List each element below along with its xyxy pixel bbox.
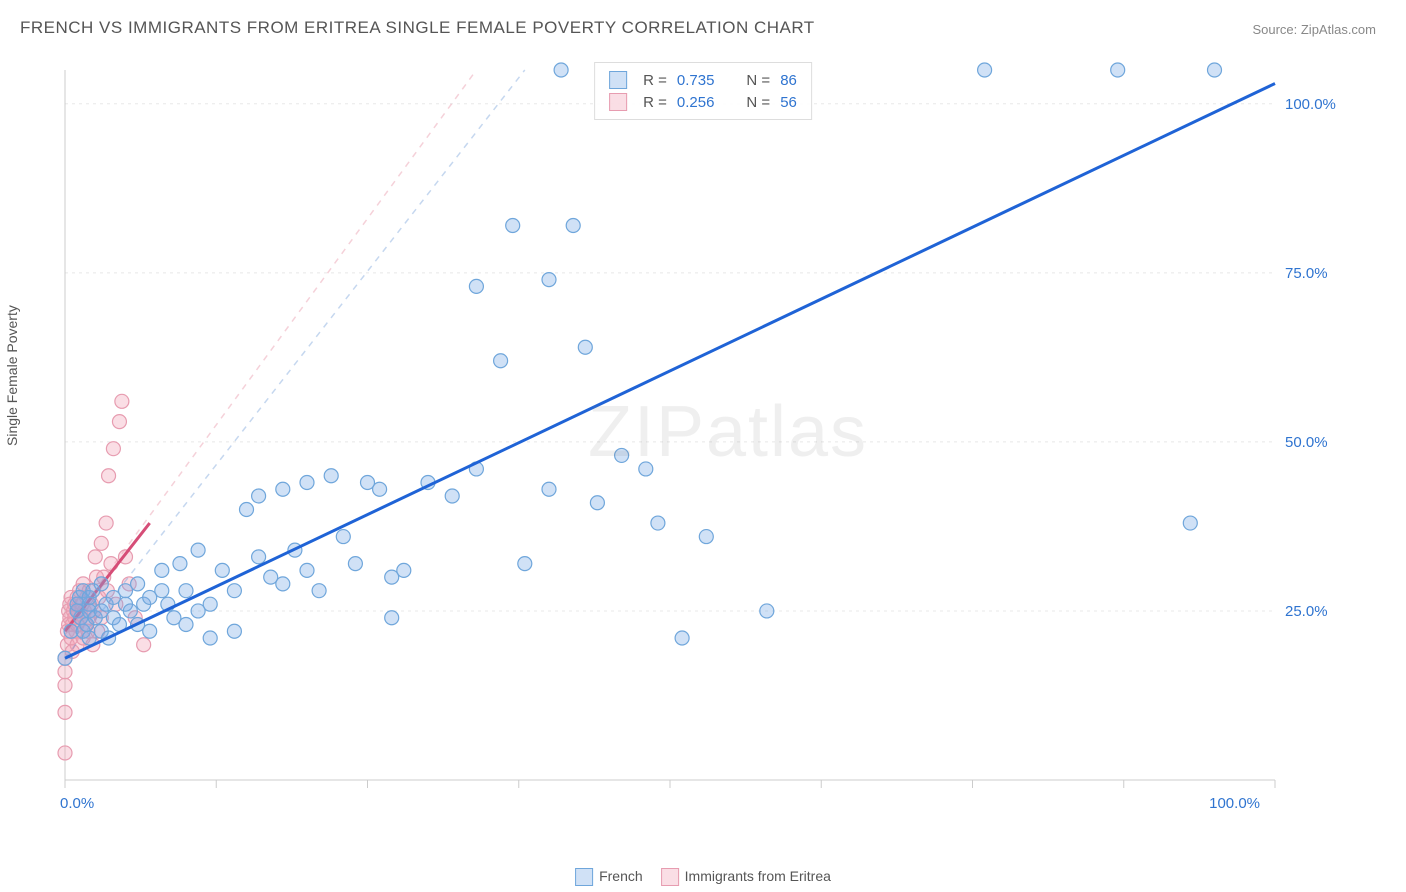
n-value: 56 xyxy=(780,94,797,111)
svg-text:100.0%: 100.0% xyxy=(1209,795,1260,812)
svg-text:25.0%: 25.0% xyxy=(1285,603,1328,620)
n-label: N = xyxy=(746,94,770,111)
scatter-plot: 25.0%50.0%75.0%100.0%0.0%100.0% ZIPatlas xyxy=(55,60,1345,820)
series-name: French xyxy=(599,868,643,884)
svg-text:50.0%: 50.0% xyxy=(1285,434,1328,451)
svg-text:75.0%: 75.0% xyxy=(1285,265,1328,282)
n-value: 86 xyxy=(780,72,797,89)
legend-row: R = 0.256 N = 56 xyxy=(609,91,797,113)
legend-row: R = 0.735 N = 86 xyxy=(609,69,797,91)
r-value: 0.735 xyxy=(677,72,715,89)
r-value: 0.256 xyxy=(677,94,715,111)
correlation-legend: R = 0.735 N = 86 R = 0.256 N = 56 xyxy=(594,62,812,120)
legend-swatch xyxy=(609,93,627,111)
series-legend-item: French xyxy=(575,868,643,886)
source-attribution: Source: ZipAtlas.com xyxy=(1252,22,1376,37)
legend-swatch xyxy=(609,71,627,89)
source-name: ZipAtlas.com xyxy=(1301,22,1376,37)
chart-svg: 25.0% 50.0% 75.0% 100.0% 0.0% 100.0% xyxy=(55,60,1345,820)
n-label: N = xyxy=(746,72,770,89)
series-legend-item: Immigrants from Eritrea xyxy=(661,868,831,886)
y-axis-label: Single Female Poverty xyxy=(4,305,20,446)
svg-text:100.0%: 100.0% xyxy=(1285,96,1336,113)
source-prefix: Source: xyxy=(1252,22,1300,37)
legend-swatch xyxy=(661,868,679,886)
svg-text:0.0%: 0.0% xyxy=(60,795,94,812)
legend-swatch xyxy=(575,868,593,886)
series-legend: French Immigrants from Eritrea xyxy=(575,868,831,886)
series-name: Immigrants from Eritrea xyxy=(685,868,831,884)
r-label: R = xyxy=(643,72,667,89)
r-label: R = xyxy=(643,94,667,111)
chart-title: FRENCH VS IMMIGRANTS FROM ERITREA SINGLE… xyxy=(20,18,815,38)
